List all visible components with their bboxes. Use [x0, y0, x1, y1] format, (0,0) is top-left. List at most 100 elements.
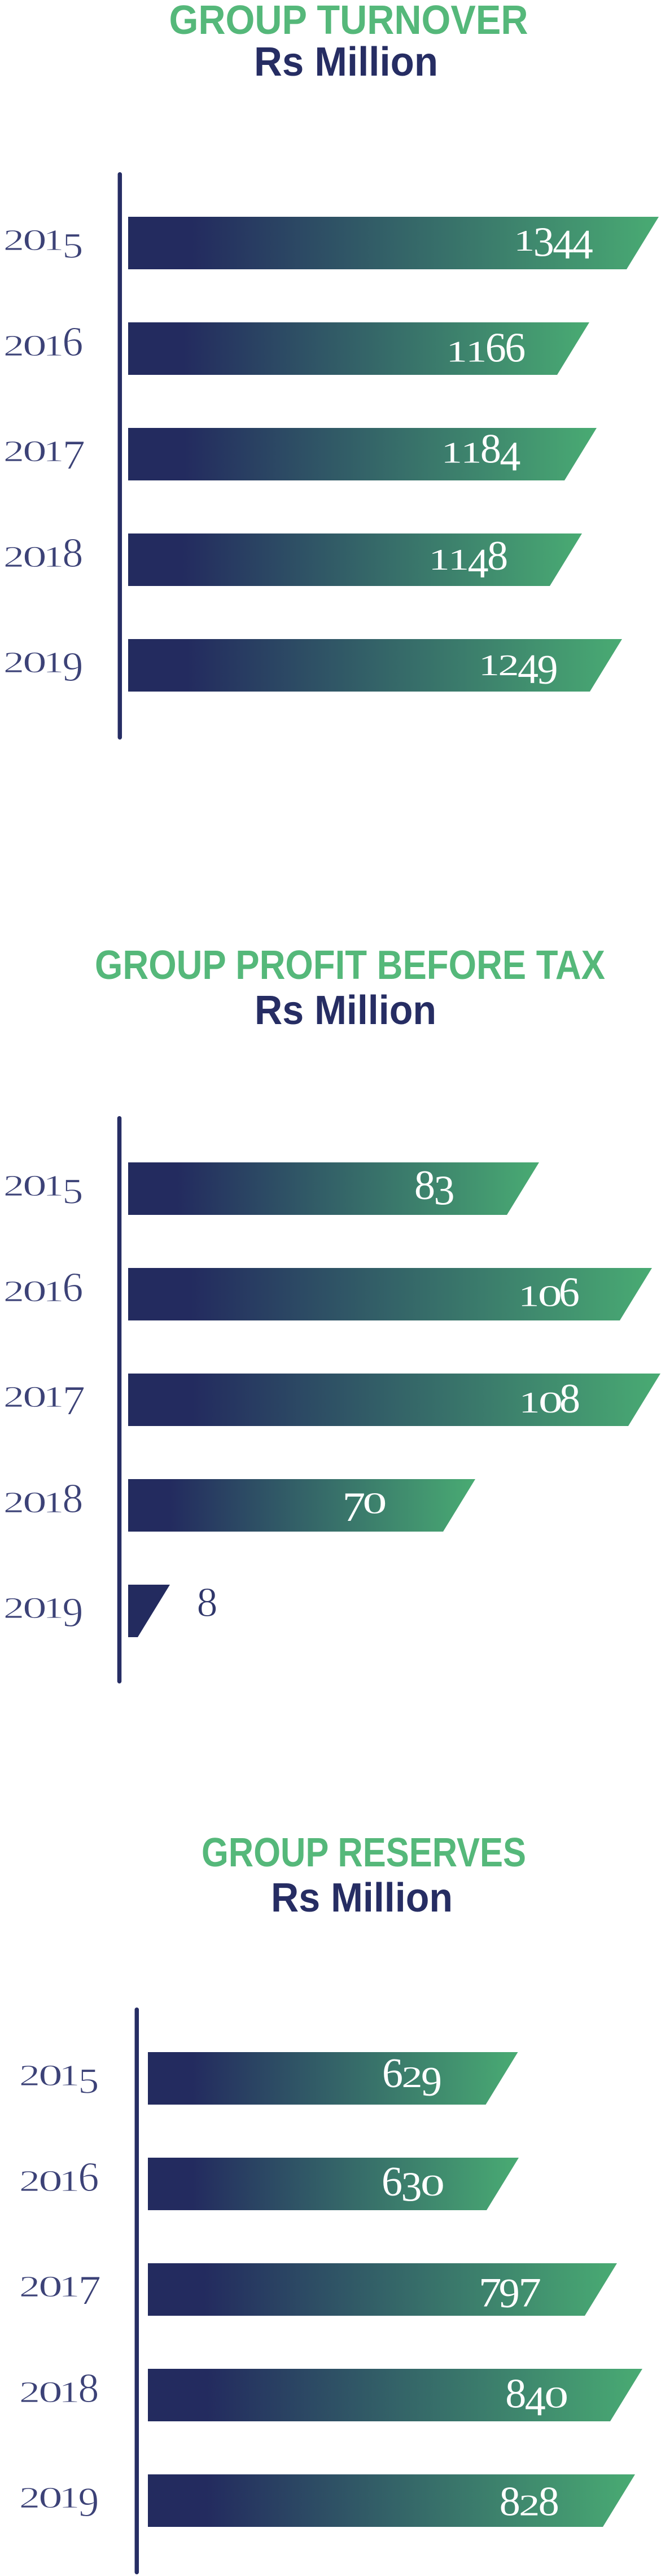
svg-text:7: 7 [62, 1377, 85, 1424]
svg-text:9: 9 [499, 2271, 520, 2317]
svg-text:2: 2 [3, 646, 24, 679]
svg-text:8: 8 [505, 2371, 526, 2417]
svg-text:0: 0 [23, 1486, 47, 1519]
svg-text:8: 8 [559, 1376, 580, 1422]
svg-text:4: 4 [518, 646, 539, 693]
svg-text:1: 1 [43, 646, 64, 679]
svg-text:8: 8 [500, 2479, 520, 2525]
svg-text:1: 1 [466, 335, 487, 368]
svg-text:1: 1 [479, 649, 500, 681]
svg-text:6: 6 [62, 1265, 83, 1311]
svg-text:0: 0 [544, 2381, 568, 2415]
svg-text:6: 6 [62, 319, 83, 365]
svg-text:1: 1 [43, 1380, 64, 1413]
svg-text:3: 3 [401, 2164, 422, 2211]
svg-text:1: 1 [59, 2059, 80, 2092]
svg-text:1: 1 [429, 543, 450, 576]
svg-text:5: 5 [62, 1171, 83, 1211]
svg-text:8: 8 [62, 1476, 83, 1522]
svg-text:1: 1 [43, 1169, 64, 1202]
svg-text:0: 0 [363, 1487, 387, 1520]
svg-text:1: 1 [514, 224, 535, 257]
svg-text:1: 1 [43, 1275, 64, 1307]
svg-text:2: 2 [3, 435, 24, 467]
svg-text:GROUP TURNOVER: GROUP TURNOVER [169, 0, 528, 43]
svg-text:0: 0 [38, 2376, 63, 2409]
svg-text:7: 7 [78, 2267, 101, 2313]
svg-text:9: 9 [62, 644, 83, 690]
svg-text:2: 2 [3, 1591, 24, 1624]
svg-text:GROUP RESERVES: GROUP RESERVES [202, 1830, 526, 1875]
svg-text:8: 8 [487, 533, 508, 579]
svg-text:1: 1 [43, 1486, 64, 1519]
svg-text:Rs Million: Rs Million [254, 40, 438, 85]
svg-text:1: 1 [446, 335, 467, 368]
svg-text:1: 1 [518, 1280, 539, 1313]
svg-text:GROUP PROFIT BEFORE TAX: GROUP PROFIT BEFORE TAX [95, 943, 605, 988]
svg-text:1: 1 [43, 224, 64, 256]
svg-text:1: 1 [441, 436, 462, 469]
svg-text:Rs Million: Rs Million [271, 1875, 453, 1921]
svg-text:9: 9 [421, 2059, 442, 2105]
svg-text:9: 9 [62, 1590, 83, 1636]
svg-text:0: 0 [38, 2164, 63, 2198]
svg-text:2: 2 [3, 1486, 24, 1519]
svg-text:2: 2 [519, 2489, 540, 2522]
svg-text:3: 3 [533, 220, 554, 266]
svg-text:5: 5 [78, 2061, 99, 2101]
svg-text:2: 2 [19, 2164, 40, 2197]
svg-text:1: 1 [59, 2481, 80, 2514]
svg-text:7: 7 [62, 432, 85, 478]
svg-text:Rs Million: Rs Million [255, 988, 436, 1033]
svg-text:2: 2 [3, 1169, 24, 1202]
svg-text:6: 6 [382, 2159, 402, 2205]
svg-text:6: 6 [559, 1270, 580, 1316]
svg-text:0: 0 [23, 1275, 47, 1308]
svg-text:6: 6 [78, 2154, 99, 2201]
svg-text:2: 2 [3, 329, 24, 362]
svg-text:0: 0 [23, 329, 47, 362]
svg-text:1: 1 [448, 543, 469, 576]
svg-text:2: 2 [3, 1275, 24, 1307]
svg-text:4: 4 [572, 222, 593, 268]
svg-text:2: 2 [19, 2059, 40, 2092]
svg-text:2: 2 [3, 1380, 24, 1413]
svg-text:7: 7 [479, 2269, 502, 2316]
svg-text:1: 1 [59, 2270, 80, 2303]
svg-text:0: 0 [23, 224, 47, 257]
svg-text:1: 1 [519, 1386, 540, 1419]
svg-text:9: 9 [78, 2479, 99, 2526]
svg-text:0: 0 [421, 2169, 445, 2202]
svg-text:0: 0 [38, 2059, 63, 2092]
svg-text:1: 1 [43, 1591, 64, 1624]
svg-text:0: 0 [23, 540, 47, 574]
svg-text:4: 4 [468, 541, 489, 587]
svg-text:0: 0 [23, 1380, 47, 1414]
svg-text:2: 2 [3, 540, 24, 573]
svg-text:2: 2 [19, 2376, 40, 2408]
svg-text:1: 1 [43, 329, 64, 362]
svg-text:7: 7 [343, 1484, 366, 1530]
svg-text:0: 0 [23, 646, 47, 679]
svg-text:6: 6 [382, 2050, 403, 2097]
svg-text:7: 7 [518, 2269, 541, 2316]
svg-text:9: 9 [537, 647, 558, 693]
svg-text:4: 4 [553, 222, 574, 268]
svg-text:1: 1 [43, 540, 64, 573]
svg-text:8: 8 [62, 530, 83, 576]
svg-text:1: 1 [461, 436, 481, 469]
svg-text:0: 0 [23, 435, 47, 468]
svg-text:8: 8 [480, 426, 501, 473]
svg-text:8: 8 [78, 2365, 99, 2412]
svg-text:4: 4 [500, 434, 520, 480]
svg-text:0: 0 [38, 2270, 63, 2303]
svg-text:8: 8 [197, 1580, 218, 1626]
svg-text:2: 2 [19, 2481, 40, 2514]
svg-text:0: 0 [539, 1386, 563, 1419]
svg-text:0: 0 [538, 1280, 562, 1313]
svg-text:1: 1 [59, 2164, 80, 2197]
svg-text:8: 8 [414, 1162, 435, 1209]
svg-text:1: 1 [59, 2376, 80, 2408]
svg-text:1: 1 [43, 435, 64, 467]
svg-text:3: 3 [434, 1168, 455, 1214]
